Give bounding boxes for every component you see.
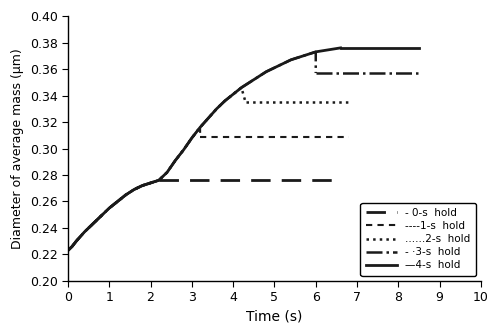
X-axis label: Time (s): Time (s) bbox=[246, 310, 302, 324]
Y-axis label: Diameter of average mass (μm): Diameter of average mass (μm) bbox=[11, 48, 24, 249]
Legend: - 0-s  hold, ----1-s  hold, ......2-s  hold, - ·3-s  hold, —4-s  hold: - 0-s hold, ----1-s hold, ......2-s hold… bbox=[360, 203, 476, 276]
